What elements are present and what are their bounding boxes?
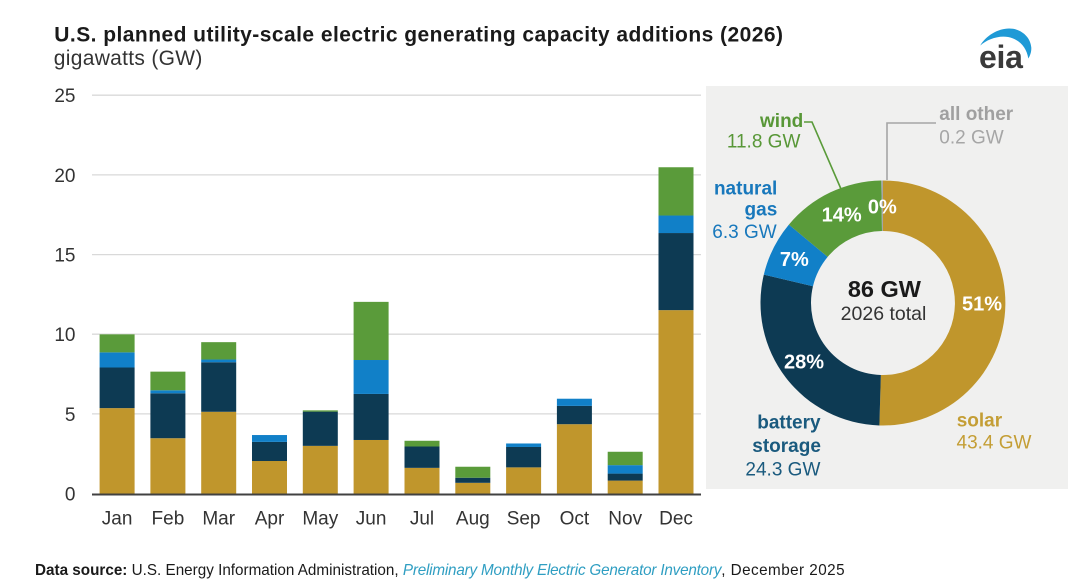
svg-text:Dec: Dec bbox=[659, 509, 693, 530]
svg-text:6.3 GW: 6.3 GW bbox=[712, 222, 776, 243]
svg-text:solar: solar bbox=[957, 411, 1003, 432]
svg-text:25: 25 bbox=[54, 86, 75, 107]
svg-text:0%: 0% bbox=[868, 196, 897, 218]
svg-text:28%: 28% bbox=[784, 351, 824, 373]
svg-text:20: 20 bbox=[54, 166, 75, 187]
svg-text:86 GW: 86 GW bbox=[848, 276, 922, 302]
svg-text:2026 total: 2026 total bbox=[841, 303, 927, 325]
svg-text:51%: 51% bbox=[962, 293, 1002, 315]
svg-text:Oct: Oct bbox=[560, 509, 590, 530]
svg-text:May: May bbox=[302, 509, 338, 530]
svg-text:Jan: Jan bbox=[102, 509, 133, 530]
svg-text:Apr: Apr bbox=[255, 509, 285, 530]
svg-text:Mar: Mar bbox=[202, 509, 235, 530]
svg-text:U.S. planned utility-scale ele: U.S. planned utility-scale electric gene… bbox=[54, 23, 783, 46]
svg-text:battery: battery bbox=[757, 413, 821, 434]
svg-text:Nov: Nov bbox=[608, 509, 642, 530]
svg-text:wind: wind bbox=[759, 111, 803, 132]
svg-text:24.3 GW: 24.3 GW bbox=[745, 460, 820, 481]
svg-text:Aug: Aug bbox=[456, 509, 490, 530]
svg-text:Feb: Feb bbox=[152, 509, 185, 530]
svg-text:15: 15 bbox=[54, 245, 75, 266]
svg-text:gas: gas bbox=[745, 200, 778, 221]
svg-text:10: 10 bbox=[54, 325, 75, 346]
svg-text:0: 0 bbox=[65, 484, 76, 505]
svg-text:5: 5 bbox=[65, 405, 76, 426]
svg-text:11.8 GW: 11.8 GW bbox=[727, 131, 801, 152]
svg-text:gigawatts (GW): gigawatts (GW) bbox=[54, 47, 203, 70]
svg-text:eia: eia bbox=[979, 39, 1023, 75]
svg-text:all other: all other bbox=[939, 104, 1014, 125]
svg-text:Jul: Jul bbox=[410, 509, 434, 530]
svg-text:7%: 7% bbox=[780, 249, 809, 271]
svg-text:Sep: Sep bbox=[507, 509, 541, 530]
svg-text:natural: natural bbox=[714, 179, 777, 200]
svg-text:Data source: U.S. Energy Infor: Data source: U.S. Energy Information Adm… bbox=[35, 562, 845, 579]
svg-text:storage: storage bbox=[752, 436, 821, 457]
svg-text:0.2 GW: 0.2 GW bbox=[939, 128, 1003, 149]
svg-text:14%: 14% bbox=[822, 204, 862, 226]
svg-text:43.4 GW: 43.4 GW bbox=[957, 433, 1032, 454]
svg-text:Jun: Jun bbox=[356, 509, 387, 530]
